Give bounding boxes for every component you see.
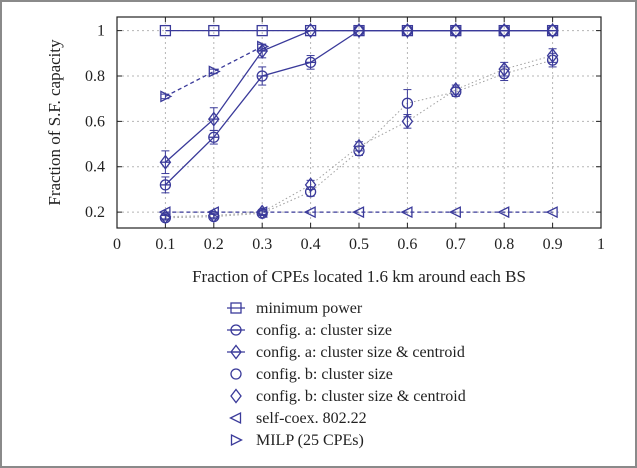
data-point — [545, 206, 558, 219]
legend-label: config. a: cluster size & centroid — [256, 344, 465, 361]
legend-item: self-coex. 802.22 — [229, 410, 367, 427]
legend-label: MILP (25 CPEs) — [256, 432, 364, 449]
x-tick-label: 0.2 — [204, 236, 224, 253]
legend-label: config. b: cluster size & centroid — [256, 388, 466, 405]
data-point — [401, 97, 414, 109]
x-tick-label: 0.8 — [494, 236, 514, 253]
data-point — [304, 56, 317, 69]
data-point — [159, 24, 172, 37]
legend-label: config. b: cluster size — [256, 366, 393, 383]
legend-label: self-coex. 802.22 — [256, 410, 367, 427]
legend-marker — [230, 368, 242, 380]
legend-item: config. a: cluster size & centroid — [227, 344, 465, 361]
x-tick-label: 0.7 — [446, 236, 466, 253]
x-tick-label: 0.3 — [252, 236, 272, 253]
series-2 — [159, 23, 559, 175]
data-point — [208, 131, 220, 143]
data-point — [353, 138, 365, 154]
y-tick-label: 0.8 — [85, 68, 105, 85]
error-bar — [355, 141, 363, 152]
series-line — [165, 55, 553, 218]
data-point — [158, 206, 171, 219]
data-point — [303, 206, 316, 219]
y-tick-label: 1 — [97, 23, 105, 40]
data-point — [497, 206, 510, 219]
data-point — [207, 111, 220, 127]
legend-marker — [230, 388, 242, 404]
x-tick-label: 0.1 — [155, 236, 175, 253]
data-point — [401, 23, 414, 39]
data-point — [498, 61, 511, 77]
x-tick-label: 0.9 — [543, 236, 563, 253]
x-tick-label: 1 — [597, 236, 605, 253]
data-point — [352, 206, 365, 219]
data-point — [257, 40, 270, 53]
legend-item: minimum power — [227, 300, 363, 317]
legend-item: config. b: cluster size — [230, 366, 393, 383]
legend-item: config. a: cluster size — [227, 322, 392, 339]
y-tick-label: 0.2 — [85, 204, 105, 221]
data-point — [353, 23, 365, 39]
x-tick-label: 0.5 — [349, 236, 369, 253]
data-point — [546, 48, 559, 64]
data-point — [159, 209, 172, 225]
data-point — [159, 179, 172, 191]
legend-label: minimum power — [256, 300, 363, 317]
y-axis-title: Fraction of S.F. capacity — [45, 39, 64, 206]
data-point — [256, 204, 269, 220]
x-tick-label: 0.4 — [301, 236, 321, 253]
data-point — [160, 90, 173, 103]
data-point — [304, 23, 317, 39]
data-point — [256, 70, 268, 82]
data-point — [208, 24, 220, 37]
x-axis-title: Fraction of CPEs located 1.6 km around e… — [192, 267, 526, 286]
y-tick-label: 0.6 — [85, 113, 105, 130]
data-point — [256, 24, 268, 37]
data-point — [401, 113, 414, 129]
legend-item: config. b: cluster size & centroid — [230, 388, 466, 405]
legend-item: MILP (25 CPEs) — [230, 432, 364, 449]
data-point — [400, 206, 413, 219]
x-tick-label: 0.6 — [397, 236, 417, 253]
data-point — [449, 82, 462, 98]
data-point — [304, 177, 317, 193]
data-point — [498, 23, 511, 39]
data-point — [206, 206, 219, 219]
data-point — [255, 206, 268, 219]
legend-label: config. a: cluster size — [256, 322, 392, 339]
data-point — [159, 154, 172, 170]
x-tick-label: 0 — [113, 236, 121, 253]
series-5 — [158, 206, 558, 219]
data-point — [546, 23, 559, 39]
legend-marker — [229, 411, 242, 425]
legend-marker — [230, 433, 243, 447]
series-6 — [160, 40, 270, 103]
error-bar — [451, 84, 460, 95]
data-point — [449, 23, 462, 39]
error-bar — [306, 179, 315, 190]
data-point — [208, 65, 221, 78]
plot-frame — [116, 16, 602, 229]
legend-marker — [230, 302, 242, 314]
y-tick-label: 0.4 — [85, 159, 105, 176]
legend-marker — [230, 344, 242, 360]
legend: minimum power config. a: cluster size conf… — [227, 300, 466, 449]
legend-marker — [230, 324, 242, 336]
data-point — [448, 206, 461, 219]
